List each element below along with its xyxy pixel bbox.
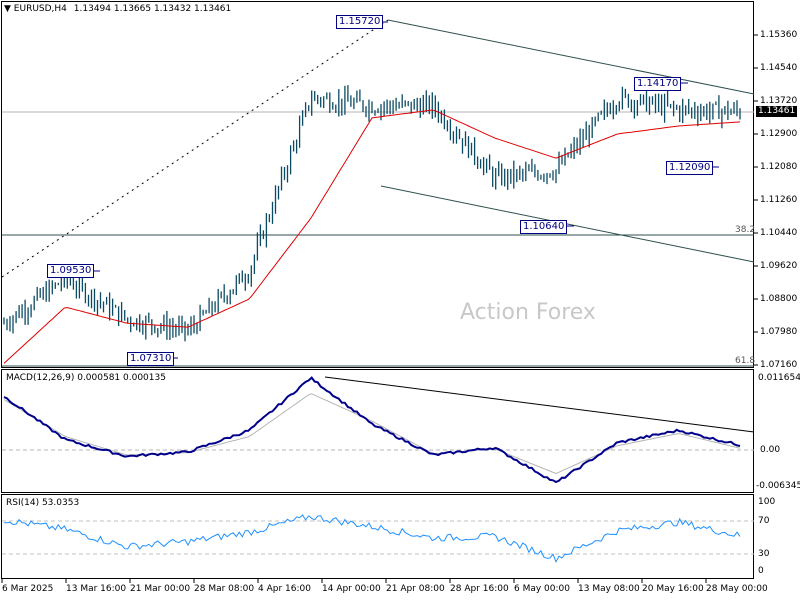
swing-high-label: 1.14170: [634, 77, 682, 91]
price-tick: 1.14540: [760, 63, 798, 73]
rsi-tick: 100: [758, 497, 776, 507]
rsi-panel-frame: [1, 494, 754, 579]
macd-tick: -0.006345: [756, 481, 800, 491]
ohlc-values: 1.13494 1.13665 1.13432 1.13461: [73, 4, 232, 14]
time-tick: 28 May 00:00: [706, 584, 768, 594]
price-tick: 1.09620: [760, 261, 798, 271]
rsi-tick: 70: [758, 516, 770, 526]
time-tick: 13 Mar 16:00: [66, 584, 127, 594]
price-tick: 1.15360: [760, 30, 798, 40]
symbol-timeframe: EURUSD,H4: [13, 4, 67, 14]
current-price-tag: 1.13461: [756, 106, 798, 117]
macd-trendline: [324, 376, 755, 433]
rsi-label: RSI(14) 53.0353: [6, 498, 80, 508]
price-panel-frame: [1, 1, 754, 368]
time-axis-ticks: [1, 579, 707, 583]
swing-high-label: 1.09530: [47, 264, 95, 278]
macd-signal-line: [3, 393, 741, 475]
time-tick: 21 Apr 08:00: [386, 584, 445, 594]
time-tick: 4 Apr 16:00: [258, 584, 311, 594]
time-tick: 6 Mar 2025: [2, 584, 54, 594]
time-tick: 6 May 00:00: [514, 584, 570, 594]
moving-average-line: [3, 109, 741, 364]
macd-panel-frame: [1, 369, 754, 493]
macd-tick: 0.00: [760, 445, 781, 455]
time-tick: 13 May 08:00: [578, 584, 640, 594]
fib-61-label: 61.8: [735, 356, 756, 366]
price-tick: 1.07980: [760, 327, 798, 337]
time-tick: 28 Mar 08:00: [194, 584, 255, 594]
price-tick: 1.07160: [760, 360, 798, 370]
price-tick: 1.08800: [760, 294, 798, 304]
time-tick: 28 Apr 16:00: [450, 584, 509, 594]
fib-38-label: 38.2: [735, 225, 756, 235]
swing-low-label: 1.12090: [666, 161, 714, 175]
time-tick: 21 Mar 00:00: [130, 584, 191, 594]
watermark: Action Forex: [460, 300, 596, 325]
rsi-line: [4, 514, 741, 563]
rsi-tick: 30: [758, 549, 770, 559]
price-tick: 1.11260: [760, 195, 798, 205]
channel-upper-trendline: [387, 19, 755, 95]
swing-high-label: 1.15720: [336, 15, 384, 29]
macd-main-line: [3, 376, 741, 484]
channel-lower-trendline: [380, 185, 755, 263]
time-tick: 20 May 16:00: [642, 584, 704, 594]
price-tick: 1.12080: [760, 162, 798, 172]
macd-label: MACD(12,26,9) 0.000581 0.000135: [6, 373, 166, 383]
collapse-triangle-icon[interactable]: ▼: [4, 4, 11, 14]
price-axis-ticks: [754, 34, 758, 366]
rsi-tick: 0: [758, 566, 764, 576]
macd-tick: 0.011654: [758, 373, 800, 383]
price-tick: 1.13720: [760, 96, 798, 106]
price-tick: 1.12900: [760, 129, 798, 139]
swing-low-label: 1.10640: [520, 220, 568, 234]
time-tick: 14 Apr 00:00: [322, 584, 381, 594]
price-tick: 1.10440: [760, 228, 798, 238]
fib-dotted-trendline: [1, 19, 389, 278]
symbol-header: ▼ EURUSD,H4 1.13494 1.13665 1.13432 1.13…: [4, 4, 231, 14]
swing-low-label: 1.07310: [127, 352, 175, 366]
price-bars: [3, 85, 741, 342]
